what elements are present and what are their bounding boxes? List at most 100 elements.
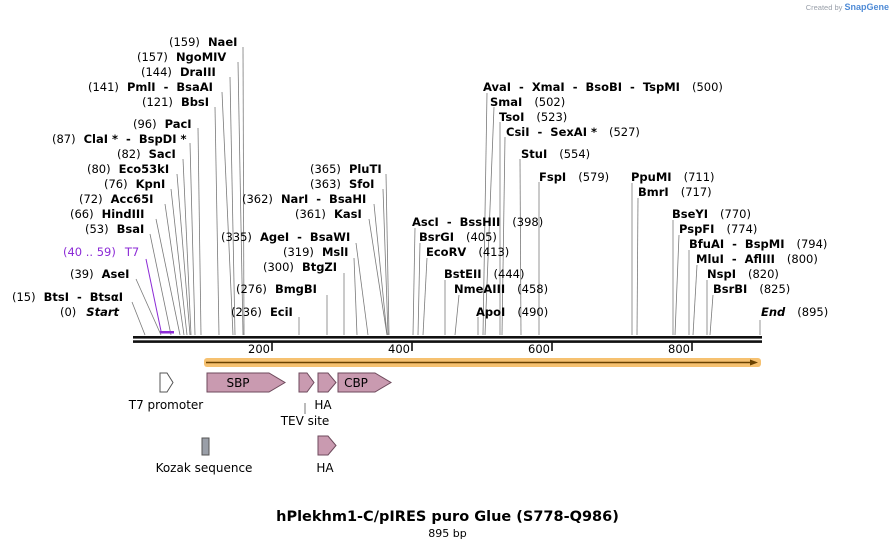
enzyme-label-22: (276) BmgBI <box>236 282 317 296</box>
enzyme-name[interactable]: HindIII <box>102 207 145 221</box>
enzyme-label-32: EcoRV (413) <box>426 245 509 259</box>
enzyme-position: (157) <box>137 50 168 64</box>
enzyme-position: (319) <box>283 245 314 259</box>
enzyme-name[interactable]: BsaI <box>117 222 145 236</box>
enzyme-name[interactable]: BseYI <box>672 207 708 221</box>
enzyme-name[interactable]: PpuMI <box>631 170 672 184</box>
enzyme-position: (276) <box>236 282 267 296</box>
enzyme-name[interactable]: SacI <box>149 147 176 161</box>
primer-t7-bar[interactable] <box>160 331 174 334</box>
t7-promoter-label: T7 promoter <box>128 398 204 412</box>
enzyme-name[interactable]: DraIII <box>180 65 216 79</box>
enzyme-name[interactable]: BstEII <box>444 267 482 281</box>
enzyme-name[interactable]: NarI - BsaHI <box>281 192 366 206</box>
enzyme-name[interactable]: Acc65I <box>111 192 154 206</box>
enzyme-label-4: (121) BbsI <box>142 95 209 109</box>
enzyme-position: (554) <box>559 147 590 161</box>
enzyme-name[interactable]: EciI <box>270 305 293 319</box>
enzyme-position: (527) <box>609 125 640 139</box>
enzyme-position: (579) <box>578 170 609 184</box>
enzyme-label-28: StuI (554) <box>521 147 590 161</box>
enzyme-name[interactable]: MslI <box>322 245 349 259</box>
enzyme-name[interactable]: BtsI - BtsαI <box>44 290 123 304</box>
enzyme-name[interactable]: NspI <box>707 267 736 281</box>
enzyme-position: (405) <box>466 230 497 244</box>
enzyme-label-24: AvaI - XmaI - BsoBI - TspMI (500) <box>483 80 723 94</box>
enzyme-name[interactable]: BtgZI <box>302 260 337 274</box>
primer-t7-label[interactable]: (40 .. 59) T7 <box>63 245 139 259</box>
enzyme-name[interactable]: BmrI <box>638 185 669 199</box>
enzyme-name[interactable]: PacI <box>165 117 192 131</box>
enzyme-position: (820) <box>748 267 779 281</box>
enzyme-label-37: BmrI (717) <box>638 185 712 199</box>
snapgene-credit: Created by SnapGene <box>806 2 889 12</box>
enzyme-label-2: (144) DraIII <box>141 65 216 79</box>
enzyme-label-42: NspI (820) <box>707 267 779 281</box>
orf-arrowhead <box>750 359 758 366</box>
enzyme-name[interactable]: KpnI <box>136 177 166 191</box>
enzyme-position: (770) <box>720 207 751 221</box>
enzyme-label-15: (365) PluTI <box>310 162 382 176</box>
enzyme-name[interactable]: TsoI <box>499 110 524 124</box>
enzyme-label-23: (236) EciI <box>231 305 293 319</box>
enzyme-position: (413) <box>478 245 509 259</box>
enzyme-name[interactable]: SfoI <box>349 177 374 191</box>
enzyme-name[interactable]: PmlI - BsaAI <box>127 80 213 94</box>
enzyme-name[interactable]: AseI <box>102 267 130 281</box>
enzyme-position: (794) <box>797 237 828 251</box>
enzyme-name[interactable]: FspI <box>539 170 566 184</box>
sbp-feature-arrow[interactable] <box>206 372 286 393</box>
enzyme-name[interactable]: BfuAI - BspMI <box>689 237 785 251</box>
ruler-labels: 200 400 600 800 <box>248 342 690 356</box>
enzyme-label-27: CsiI - SexAI * (527) <box>506 125 640 139</box>
enzyme-name[interactable]: NgoMIV <box>176 50 226 64</box>
ha-label: HA <box>314 398 332 412</box>
enzyme-name[interactable]: Eco53kI <box>119 162 170 176</box>
enzyme-position: (66) <box>70 207 94 221</box>
enzyme-position: (774) <box>726 222 757 236</box>
enzyme-position: (87) <box>52 132 76 146</box>
enzyme-name[interactable]: PspFI <box>679 222 714 236</box>
enzyme-name[interactable]: BsrBI <box>713 282 747 296</box>
enzyme-label-19: (335) AgeI - BsaWI <box>221 230 350 244</box>
enzyme-name[interactable]: BsrGI <box>419 230 454 244</box>
t7-promoter-arrow[interactable] <box>159 372 174 393</box>
ruler-label: 800 <box>668 342 690 356</box>
enzyme-label-3: (141) PmlI - BsaAI <box>88 80 213 94</box>
enzyme-name[interactable]: CsiI - SexAI * <box>506 125 597 139</box>
enzyme-name[interactable]: MluI - AflIII <box>696 252 775 266</box>
enzyme-label-34: NmeAIII (458) <box>454 282 548 296</box>
enzyme-name[interactable]: PluTI <box>349 162 382 176</box>
enzyme-name[interactable]: AvaI - XmaI - BsoBI - TspMI <box>483 80 680 94</box>
enzyme-position: (444) <box>494 267 525 281</box>
enzyme-labels: (159) NaeI (157) NgoMIV (144) DraIII (141) P… <box>12 35 827 319</box>
ha-feature-arrow[interactable] <box>317 372 337 393</box>
enzyme-position: (236) <box>231 305 262 319</box>
enzyme-label-43: BsrBI (825) <box>713 282 790 296</box>
enzyme-name[interactable]: StuI <box>521 147 547 161</box>
cbp-feature-arrow[interactable] <box>337 372 392 393</box>
ha-feature-arrow-2[interactable] <box>317 435 337 456</box>
enzyme-position: (80) <box>87 162 111 176</box>
enzyme-name[interactable]: BbsI <box>181 95 209 109</box>
end-label: End <box>761 305 786 319</box>
enzyme-name[interactable]: ApoI <box>476 305 505 319</box>
enzyme-name[interactable]: BmgBI <box>275 282 317 296</box>
enzyme-name[interactable]: SmaI <box>490 95 522 109</box>
enzyme-label-10: (72) Acc65I <box>79 192 153 206</box>
tev-site-arrow[interactable] <box>298 372 315 393</box>
enzyme-name[interactable]: AscI - BssHII <box>412 215 500 229</box>
enzyme-name[interactable]: NmeAIII <box>454 282 505 296</box>
enzyme-name[interactable]: KasI <box>334 207 362 221</box>
enzyme-label-36: PpuMI (711) <box>631 170 715 184</box>
enzyme-name[interactable]: AgeI - BsaWI <box>260 230 350 244</box>
ruler-label: 400 <box>388 342 410 356</box>
enzyme-position: (335) <box>221 230 252 244</box>
enzyme-label-6: (87) ClaI * - BspDI * <box>52 132 187 146</box>
enzyme-position: (363) <box>310 177 341 191</box>
enzyme-label-1: (157) NgoMIV <box>137 50 226 64</box>
enzyme-name[interactable]: ClaI * - BspDI * <box>84 132 187 146</box>
enzyme-name[interactable]: NaeI <box>208 35 237 49</box>
enzyme-name[interactable]: EcoRV <box>426 245 466 259</box>
kozak-box[interactable] <box>201 437 210 456</box>
